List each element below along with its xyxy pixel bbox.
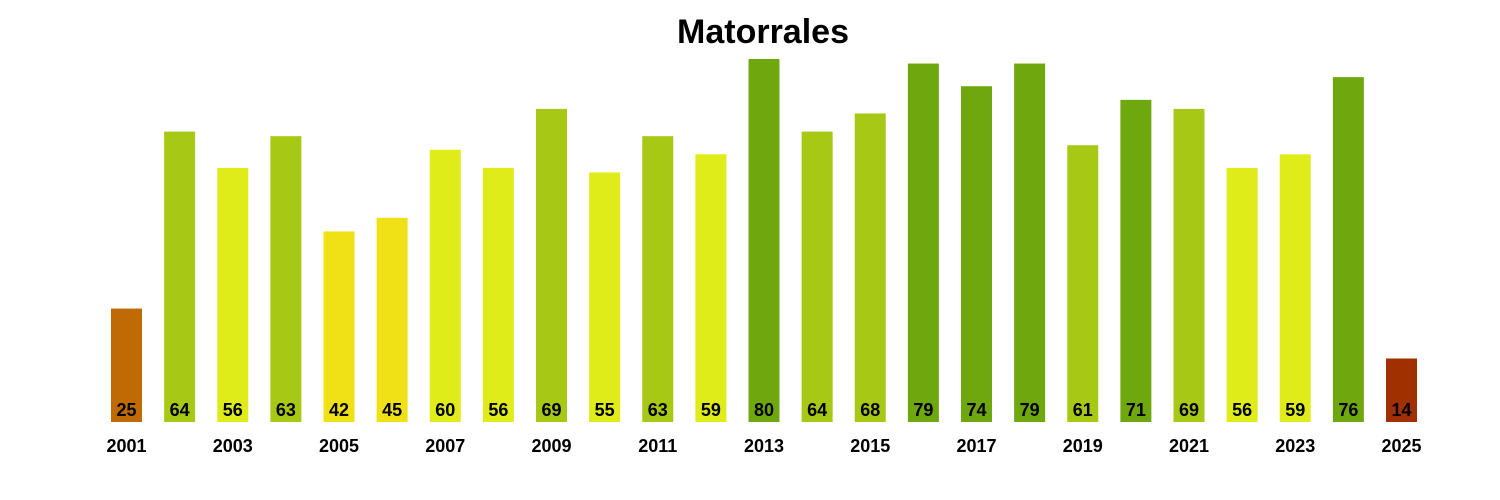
bar-2002 [164,131,196,422]
x-axis-ticks: 2001 2003 2005 2007 2009 2011 2013 2015 2017 2019… [106,436,1421,456]
bar-2012 [695,154,727,423]
x-tick-label-2015: 2015 [850,436,890,456]
bar-2009 [536,108,567,422]
x-tick-label-2011: 2011 [638,436,677,456]
value-label-2014: 64 [807,400,827,420]
x-tick-label-2017: 2017 [956,436,996,456]
value-label-2024: 76 [1338,400,1358,420]
x-tick-label-2013: 2013 [744,436,784,456]
value-labels-group: 25 64 56 63 42 45 60 56 69 55 63 59 80 64 68 79 74 79 61 71… [116,400,1411,420]
value-label-2001: 25 [116,400,136,420]
value-label-2022: 56 [1232,400,1252,420]
bar-2004 [270,136,302,422]
bar-2007 [429,149,461,422]
x-tick-label-2019: 2019 [1063,436,1103,456]
value-label-2005: 42 [329,400,349,420]
value-label-2019: 61 [1073,400,1093,420]
x-tick-label-2021: 2021 [1169,436,1209,456]
value-label-2003: 56 [223,400,243,420]
bar-2015 [854,113,886,422]
value-label-2004: 63 [276,400,296,420]
bar-2005 [323,231,355,422]
value-label-2012: 59 [701,400,721,420]
x-tick-label-2025: 2025 [1381,436,1421,456]
value-label-2021: 69 [1179,400,1199,420]
bar-2025 [1386,358,1417,422]
bar-2010 [589,172,621,422]
x-tick-label-2003: 2003 [213,436,253,456]
bar-2021 [1173,108,1205,422]
value-label-2025: 14 [1391,400,1411,420]
value-label-2006: 45 [382,400,402,420]
bar-2020 [1120,99,1152,422]
bars-group [111,59,1417,423]
x-tick-label-2023: 2023 [1275,436,1315,456]
bar-2008 [482,167,514,422]
value-label-2008: 56 [488,400,508,420]
value-label-2016: 79 [913,400,933,420]
bar-2014 [801,131,833,422]
value-label-2018: 79 [1020,400,1040,420]
value-label-2013: 80 [754,400,774,420]
bar-2018 [1014,63,1046,422]
bar-2023 [1279,154,1311,423]
value-label-2017: 74 [966,400,986,420]
x-tick-label-2007: 2007 [425,436,465,456]
value-label-2011: 63 [648,400,668,420]
value-label-2007: 60 [435,400,455,420]
value-label-2023: 59 [1285,400,1305,420]
x-tick-label-2009: 2009 [531,436,571,456]
value-label-2009: 69 [541,400,561,420]
bar-2003 [217,167,249,422]
bar-2019 [1067,145,1099,422]
x-tick-label-2005: 2005 [319,436,359,456]
bar-2006 [376,217,408,422]
bar-2013 [748,59,780,422]
bar-2001 [111,308,142,422]
bar-2011 [642,136,674,422]
bar-2024 [1332,77,1364,423]
bar-2017 [961,86,992,422]
bar-2022 [1226,167,1258,422]
value-label-2002: 64 [170,400,190,420]
chart-title: Matorrales [677,13,849,51]
value-label-2020: 71 [1126,400,1146,420]
bar-2016 [907,63,939,422]
value-label-2010: 55 [595,400,615,420]
x-tick-label-2001: 2001 [106,436,146,456]
value-label-2015: 68 [860,400,880,420]
